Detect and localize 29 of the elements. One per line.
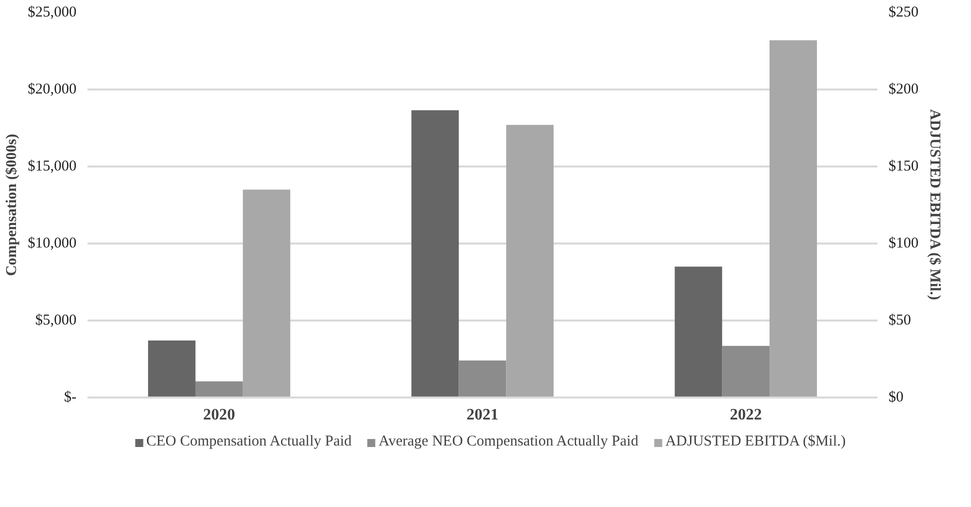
- x-tick-label: 2020: [203, 406, 236, 424]
- y-axis-title: Compensation ($000s): [4, 134, 20, 276]
- x-tick-label: 2022: [730, 406, 762, 424]
- x-tick-label: 2021: [466, 406, 498, 424]
- y2-tick-label: $200: [888, 82, 918, 98]
- bar: [722, 346, 770, 398]
- bar: [506, 124, 554, 398]
- y2-tick-label: $150: [888, 158, 918, 174]
- y-tick-label: $25,000: [28, 4, 76, 20]
- bar: [195, 381, 243, 398]
- y-tick-label: $-: [64, 390, 77, 406]
- y-tick-label: $20,000: [28, 82, 76, 98]
- y-tick-label: $5,000: [35, 312, 76, 328]
- y-tick-label: $10,000: [28, 236, 76, 252]
- bar: [411, 110, 459, 398]
- y2-tick-label: $0: [888, 390, 904, 406]
- bar: [242, 190, 290, 398]
- bar: [458, 360, 506, 398]
- legend-label: Average NEO Compensation Actually Paid: [378, 434, 638, 450]
- bar: [770, 40, 817, 398]
- y2-tick-label: $50: [888, 312, 911, 328]
- bar: [674, 266, 722, 398]
- bar: [148, 340, 196, 398]
- y2-axis-title: ADJUSTED EBITDA ($ Mil.): [926, 109, 942, 300]
- legend-label: CEO Compensation Actually Paid: [146, 434, 352, 450]
- legend-label: ADJUSTED EBITDA ($Mil.): [665, 434, 846, 450]
- y2-tick-label: $100: [888, 236, 918, 252]
- y2-tick-label: $250: [888, 4, 918, 20]
- y-tick-label: $15,000: [28, 158, 76, 174]
